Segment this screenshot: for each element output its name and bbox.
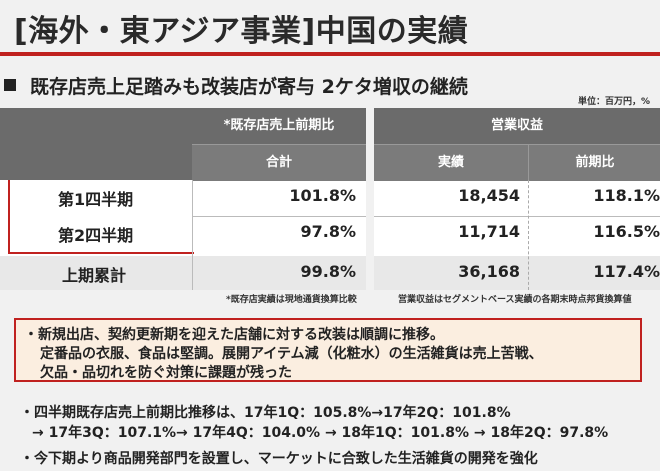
same-store-header-sub: 合計: [192, 144, 366, 181]
row-label-h1: 上期累計: [62, 266, 127, 285]
square-bullet-icon: [4, 79, 16, 91]
highlight-line-1: ・新規出店、契約更新期を迎えた店舗に対する改装は順調に推移。: [24, 327, 444, 343]
highlight-line-3: 欠品・品切れを防ぐ対策に課題が残った: [40, 365, 292, 381]
row-label-q1: 第1四半期: [58, 190, 134, 209]
same-store-sales-table: *既存店売上前期比 合計 第1四半期 101.8% 第2四半期 97.8% 上期…: [0, 108, 366, 290]
highlight-box: ・新規出店、契約更新期を迎えた店舗に対する改装は順調に推移。 定番品の衣服、食品…: [14, 318, 642, 382]
revenue-ratio-q2: 116.5%: [593, 222, 660, 241]
row-value-q2: 97.8%: [300, 222, 356, 241]
bullet-line-1: ・四半期既存店売上前期比推移は、17年1Q：105.8%→17年2Q：101.8…: [20, 405, 511, 421]
title-divider: [0, 52, 660, 56]
unit-label: 単位：百万円，%: [578, 97, 651, 107]
highlight-line-2: 定番品の衣服、食品は堅調。展開アイテム減（化粧水）の生活雑貨は売上苦戦、: [40, 346, 543, 362]
footnote-left: *既存店実績は現地通貨換算比較: [226, 295, 357, 305]
col-divider: [528, 180, 529, 290]
left-red-bracket: [8, 180, 194, 254]
total-row-bg: [0, 256, 366, 290]
col-divider: [192, 180, 193, 290]
revenue-actual-h1: 36,168: [458, 262, 520, 281]
revenue-ratio-h1: 117.4%: [593, 262, 660, 281]
revenue-col-actual: 実績: [374, 144, 528, 181]
slide-title: [海外・東アジア事業]中国の実績: [14, 14, 469, 49]
row-value-q1: 101.8%: [289, 186, 356, 205]
row-value-h1: 99.8%: [300, 262, 356, 281]
total-row-bg: [374, 256, 660, 290]
revenue-actual-q2: 11,714: [458, 222, 520, 241]
revenue-header-top: 営業収益: [374, 108, 660, 144]
blank-header: [0, 108, 192, 180]
same-store-header-top: *既存店売上前期比: [192, 108, 366, 144]
revenue-ratio-q1: 118.1%: [593, 186, 660, 205]
revenue-col-ratio: 前期比: [528, 144, 660, 181]
row-divider: [192, 216, 366, 217]
revenue-actual-q1: 18,454: [458, 186, 520, 205]
row-label-q2: 第2四半期: [58, 226, 134, 245]
slide-subtitle: 既存店売上足踏みも改装店が寄与 2ケタ増収の継続: [4, 72, 468, 99]
bullet-line-2: → 17年3Q：107.1%→ 17年4Q：104.0% → 18年1Q：101…: [32, 425, 609, 441]
footnote-right: 営業収益はセグメントベース実績の各期末時点邦貨換算値: [398, 295, 632, 305]
row-divider: [374, 216, 660, 217]
operating-revenue-table: 営業収益 実績 前期比 18,454 118.1% 11,714 116.5% …: [374, 108, 660, 290]
bullet-line-3: ・今下期より商品開発部門を設置し、マーケットに合致した生活雑貨の開発を強化: [20, 451, 538, 467]
subtitle-text: 既存店売上足踏みも改装店が寄与 2ケタ増収の継続: [30, 76, 468, 98]
